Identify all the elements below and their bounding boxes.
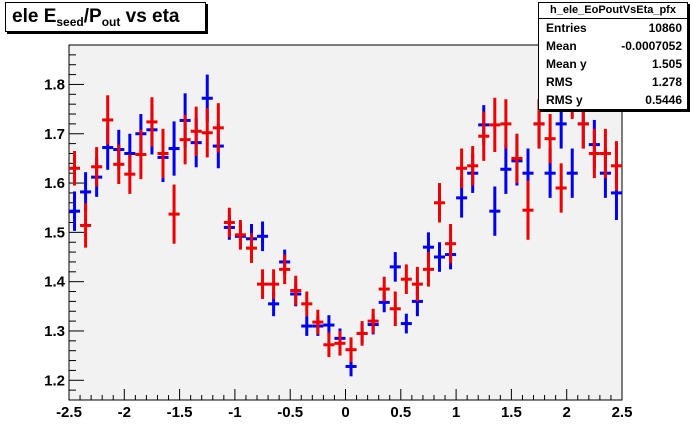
red-point (467, 146, 479, 186)
stats-row-mean: Mean -0.0007052 (539, 37, 687, 55)
red-point (456, 148, 468, 188)
red-point (522, 180, 534, 240)
red-point (411, 266, 423, 302)
stats-label: Mean (546, 39, 577, 53)
y-tick-label: 1.7 (44, 126, 65, 143)
stats-row-rms: RMS 1.278 (539, 73, 687, 91)
plot-frame (68, 44, 623, 401)
stats-value: 10860 (648, 21, 682, 35)
chart-title: ele Eseed/Pout vs eta (5, 2, 206, 32)
blue-point (500, 144, 512, 194)
red-point (334, 330, 346, 356)
x-tick-label: -1 (228, 404, 241, 421)
blue-point (489, 186, 501, 236)
red-point (223, 207, 235, 238)
stats-row-rms-y: RMS y 0.5446 (539, 91, 687, 109)
red-point (80, 203, 92, 248)
stats-title: h_ele_EoPoutVsEta_pfx (539, 3, 687, 19)
blue-point (400, 313, 412, 334)
stats-row-mean-y: Mean y 1.505 (539, 55, 687, 73)
x-tick-label: 2 (563, 404, 571, 421)
red-point (179, 115, 191, 165)
red-point (91, 147, 103, 187)
red-point (301, 291, 313, 317)
blue-point (433, 242, 446, 272)
y-tick-label: 1.3 (44, 323, 65, 340)
red-point (422, 252, 434, 287)
red-point (400, 264, 412, 294)
blue-point (168, 121, 180, 176)
stats-value: -0.0007052 (621, 39, 682, 53)
y-tick-label: 1.2 (44, 372, 65, 389)
stats-value: 1.505 (651, 57, 682, 71)
stats-value: 0.5446 (645, 93, 682, 107)
x-tick-label: -2 (118, 404, 131, 421)
red-point (234, 220, 246, 250)
red-point (257, 269, 269, 299)
red-point (102, 95, 114, 145)
axis-tick-labels: -2.5 -2 -1.5 -1 -0.5 0 0.5 1 1.5 2 2.5 1.2 1.3 1.4 1.5… (44, 76, 632, 421)
x-tick-label: 1 (452, 404, 460, 421)
stats-row-entries: Entries 10860 (539, 19, 687, 37)
blue-point (389, 252, 401, 282)
red-point (555, 163, 567, 213)
y-tick-label: 1.4 (44, 274, 66, 291)
stats-label: RMS y (546, 93, 583, 107)
red-point (478, 111, 490, 161)
stats-label: Entries (546, 21, 587, 35)
red-point (489, 97, 501, 152)
red-point (544, 114, 556, 164)
red-point (168, 184, 180, 244)
y-tick-label: 1.5 (44, 224, 65, 241)
red-point (201, 108, 213, 158)
red-point (268, 269, 280, 299)
red-point (588, 128, 600, 179)
blue-point (566, 148, 578, 198)
blue-point (257, 221, 269, 252)
red-point (389, 291, 401, 327)
x-tick-label: -1.5 (167, 404, 193, 421)
x-tick-label: 1.5 (501, 404, 522, 421)
red-point (367, 308, 379, 334)
red-point (146, 97, 158, 147)
x-tick-label: -0.5 (277, 404, 303, 421)
red-point (212, 103, 224, 153)
red-point (323, 332, 335, 358)
red-point (610, 141, 622, 191)
blue-point (69, 191, 81, 231)
red-point (113, 144, 125, 185)
red-point (124, 154, 136, 194)
red-point (190, 106, 202, 156)
stats-label: RMS (546, 75, 573, 89)
red-point (511, 133, 523, 184)
red-point (356, 321, 368, 346)
blue-point (301, 316, 313, 336)
x-tick-label: 0.5 (390, 404, 411, 421)
red-point (69, 151, 81, 186)
red-point (290, 275, 302, 306)
red-point (500, 99, 512, 149)
x-tick-label: 2.5 (612, 404, 633, 421)
stats-box: h_ele_EoPoutVsEta_pfx Entries 10860 Mean… (538, 2, 688, 110)
red-point (345, 337, 357, 363)
stats-value: 1.278 (651, 75, 682, 89)
red-point (433, 183, 446, 223)
red-point (312, 309, 324, 335)
red-point (378, 276, 390, 302)
red-point (157, 128, 169, 179)
stats-label: Mean y (546, 57, 587, 71)
blue-point (323, 315, 335, 335)
red-point (599, 128, 611, 179)
red-point (135, 129, 147, 180)
x-tick-label: -2.5 (56, 404, 82, 421)
data-points (69, 59, 622, 377)
red-point (279, 254, 291, 285)
y-tick-label: 1.6 (44, 175, 65, 192)
red-point (245, 233, 258, 263)
y-tick-label: 1.8 (44, 76, 65, 93)
x-tick-label: 0 (341, 404, 349, 421)
red-point (445, 223, 457, 264)
